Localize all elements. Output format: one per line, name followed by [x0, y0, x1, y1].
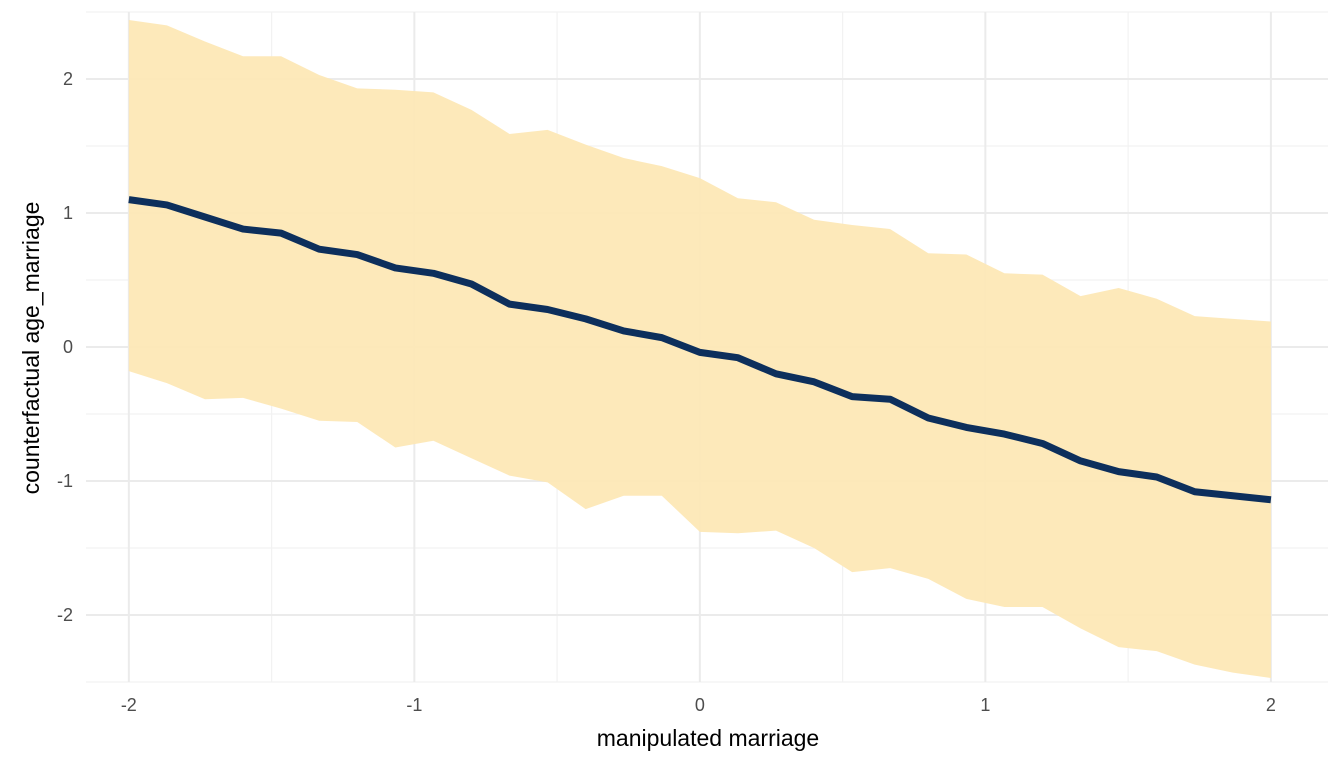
x-axis-title: manipulated marriage: [597, 725, 819, 751]
x-tick-label: 0: [695, 695, 705, 715]
mean-line-path: [128, 196, 1272, 504]
x-tick-label: 2: [1266, 695, 1276, 715]
y-axis-title: counterfactual age_marriage: [18, 202, 44, 495]
y-tick-label: 1: [63, 203, 73, 223]
x-axis-ticks: -2 -1 0 1 2: [121, 695, 1276, 715]
x-tick-label: -1: [406, 695, 422, 715]
y-tick-label: -2: [57, 605, 73, 625]
x-tick-label: 1: [980, 695, 990, 715]
y-tick-label: 2: [63, 69, 73, 89]
y-tick-label: -1: [57, 471, 73, 491]
y-tick-label: 0: [63, 337, 73, 357]
mean-line: [128, 196, 1272, 504]
x-tick-label: -2: [121, 695, 137, 715]
y-axis-ticks: -2 -1 0 1 2: [57, 69, 73, 625]
